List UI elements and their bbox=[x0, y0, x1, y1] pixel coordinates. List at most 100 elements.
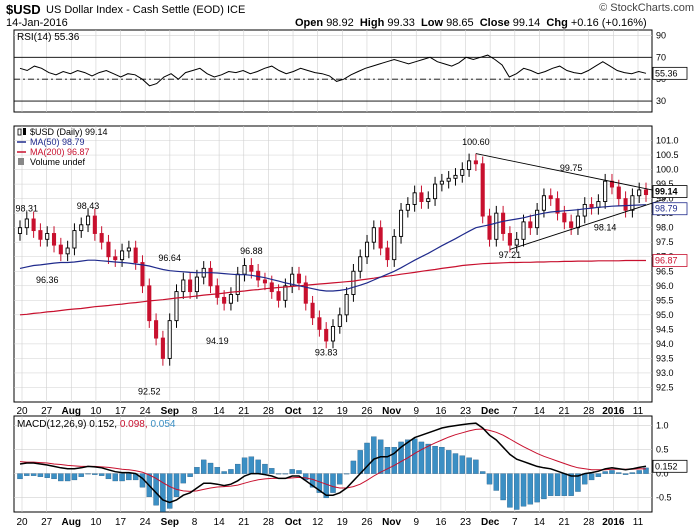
macd-tick-label: 1.0 bbox=[656, 421, 669, 431]
candle-body bbox=[92, 215, 97, 234]
x-tick-label: Aug bbox=[62, 517, 81, 528]
brand-label: © StockCharts.com bbox=[599, 2, 694, 14]
candle-body bbox=[228, 294, 233, 304]
candle-body bbox=[460, 169, 465, 176]
candle-body bbox=[596, 201, 601, 208]
candle-body bbox=[623, 198, 628, 211]
macd-histogram-bar bbox=[357, 450, 363, 474]
macd-label-part: 0.098, bbox=[120, 419, 151, 430]
ohlc-summary: Open 98.92 High 99.33 Low 98.65 Close 99… bbox=[295, 17, 647, 29]
x-tick-label: 14 bbox=[534, 517, 546, 528]
symbol-title: $USD bbox=[6, 2, 41, 17]
candle-body bbox=[38, 230, 43, 240]
candle-body bbox=[616, 186, 621, 200]
x-tick-label: 14 bbox=[214, 517, 226, 528]
price-legend-entry: MA(200) 96.87 bbox=[30, 147, 90, 157]
macd-histogram-bar bbox=[235, 463, 241, 474]
candle-body bbox=[603, 180, 608, 202]
macd-histogram-bar bbox=[92, 473, 98, 475]
macd-histogram-bar bbox=[98, 473, 105, 476]
candle-body bbox=[494, 212, 499, 240]
x-tick-label: 7 bbox=[512, 517, 518, 528]
macd-histogram-bar bbox=[643, 467, 649, 474]
macd-histogram-bar bbox=[30, 473, 37, 476]
x-tick-label: 21 bbox=[559, 406, 571, 417]
macd-histogram-bar bbox=[269, 468, 275, 474]
macd-histogram-bar bbox=[486, 473, 493, 485]
price-annotation: 96.64 bbox=[158, 253, 181, 263]
candle-body bbox=[392, 235, 397, 261]
macd-histogram-bar bbox=[445, 450, 452, 474]
candle-body bbox=[412, 192, 417, 205]
x-tick-label: Aug bbox=[62, 406, 81, 417]
candle-body bbox=[467, 160, 472, 171]
x-tick-label: 16 bbox=[435, 517, 447, 528]
macd-histogram-bar bbox=[561, 473, 568, 496]
macd-histogram-bar bbox=[330, 473, 336, 493]
candle-body bbox=[194, 276, 199, 293]
macd-histogram-bar bbox=[289, 469, 295, 474]
macd-histogram-bar bbox=[282, 473, 289, 475]
x-tick-label: 27 bbox=[41, 517, 53, 528]
candle-body bbox=[528, 221, 533, 229]
candle-body bbox=[364, 241, 370, 258]
instrument-name: US Dollar Index - Cash Settle (EOD) ICE bbox=[46, 4, 246, 16]
macd-last-value: 0.152 bbox=[655, 461, 678, 471]
macd-label: MACD(12,26,9) 0.152, 0.098, 0.054 bbox=[17, 419, 176, 430]
macd-histogram-bar bbox=[44, 473, 50, 478]
candle-body bbox=[24, 218, 29, 229]
x-tick-label: 16 bbox=[435, 406, 447, 417]
macd-histogram-bar bbox=[418, 441, 425, 474]
macd-histogram-bar bbox=[411, 438, 418, 474]
macd-histogram-bar bbox=[384, 447, 391, 474]
candle-body bbox=[433, 183, 438, 200]
macd-histogram-bar bbox=[248, 456, 255, 474]
macd-histogram-bar bbox=[595, 473, 602, 477]
x-tick-label: 27 bbox=[41, 406, 53, 417]
candle-body bbox=[31, 218, 36, 232]
macd-last-value-box bbox=[652, 459, 688, 473]
macd-histogram-bar bbox=[554, 473, 561, 496]
x-tick-label: 9 bbox=[413, 406, 419, 417]
price-legend-entry: Volume undef bbox=[30, 157, 86, 167]
candle-body bbox=[72, 230, 77, 249]
macd-histogram-bar bbox=[85, 473, 91, 475]
x-tick-label: 17 bbox=[115, 517, 127, 528]
x-tick-label: Dec bbox=[481, 406, 500, 417]
macd-histogram-bar bbox=[629, 472, 636, 474]
price-tick-label: 97.5 bbox=[656, 237, 674, 247]
candle-body bbox=[330, 326, 336, 342]
macd-histogram-bar bbox=[622, 473, 629, 475]
price-tick-label: 95.0 bbox=[656, 310, 674, 320]
macd-signal-line bbox=[19, 428, 647, 492]
price-annotation: 98.31 bbox=[16, 204, 39, 214]
x-tick-label: 28 bbox=[263, 517, 275, 528]
price-annotation: 100.60 bbox=[462, 137, 490, 147]
macd-histogram-bar bbox=[343, 473, 350, 475]
macd-histogram-bar bbox=[425, 443, 431, 474]
macd-histogram-bar bbox=[58, 473, 64, 482]
candle-body bbox=[446, 177, 451, 182]
x-tick-label: 21 bbox=[238, 517, 250, 528]
macd-histogram-bar bbox=[64, 473, 71, 482]
candle-body bbox=[398, 209, 404, 237]
x-tick-label: 21 bbox=[559, 517, 571, 528]
macd-line bbox=[19, 422, 647, 504]
x-tick-label: 2016 bbox=[602, 406, 625, 417]
macd-histogram-bar bbox=[201, 459, 207, 474]
x-tick-label: 21 bbox=[238, 406, 250, 417]
price-annotation: 97.21 bbox=[499, 250, 522, 260]
rsi-panel bbox=[13, 29, 653, 113]
candle-body bbox=[351, 270, 356, 295]
x-tick-label: Sep bbox=[161, 517, 179, 528]
price-last-value-box bbox=[652, 202, 688, 216]
macd-histogram-bar bbox=[78, 473, 84, 477]
price-last-value: 96.87 bbox=[655, 256, 678, 266]
candle-body bbox=[405, 203, 410, 211]
macd-histogram-bar bbox=[262, 463, 268, 474]
candle-body bbox=[358, 256, 363, 272]
candle-body bbox=[473, 160, 478, 165]
candle-body bbox=[58, 244, 63, 255]
macd-histogram-bar bbox=[452, 453, 459, 474]
macd-histogram-bar bbox=[439, 447, 445, 474]
